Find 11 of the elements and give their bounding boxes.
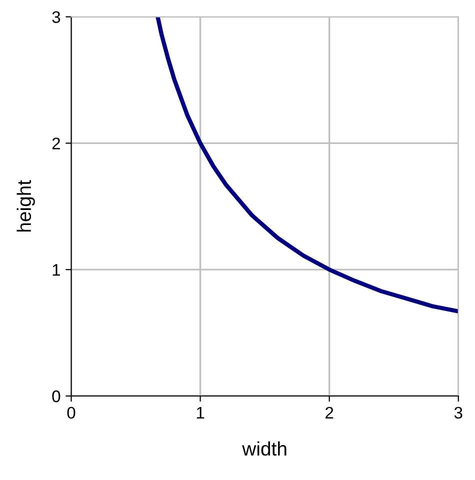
x-tick-label: 3: [454, 406, 462, 419]
y-tick-label: 2: [52, 138, 60, 150]
line-series: [156, 16, 458, 314]
x-axis-title: width: [242, 441, 286, 456]
y-tick-label: 0: [52, 390, 60, 402]
y-axis-title: height: [16, 180, 35, 232]
y-tick-label: 3: [52, 11, 60, 24]
y-tick-label: 1: [52, 264, 60, 276]
x-tick-label: 2: [326, 406, 334, 418]
x-tick-label: 1: [196, 407, 204, 418]
x-tick-label: 0: [67, 406, 76, 419]
